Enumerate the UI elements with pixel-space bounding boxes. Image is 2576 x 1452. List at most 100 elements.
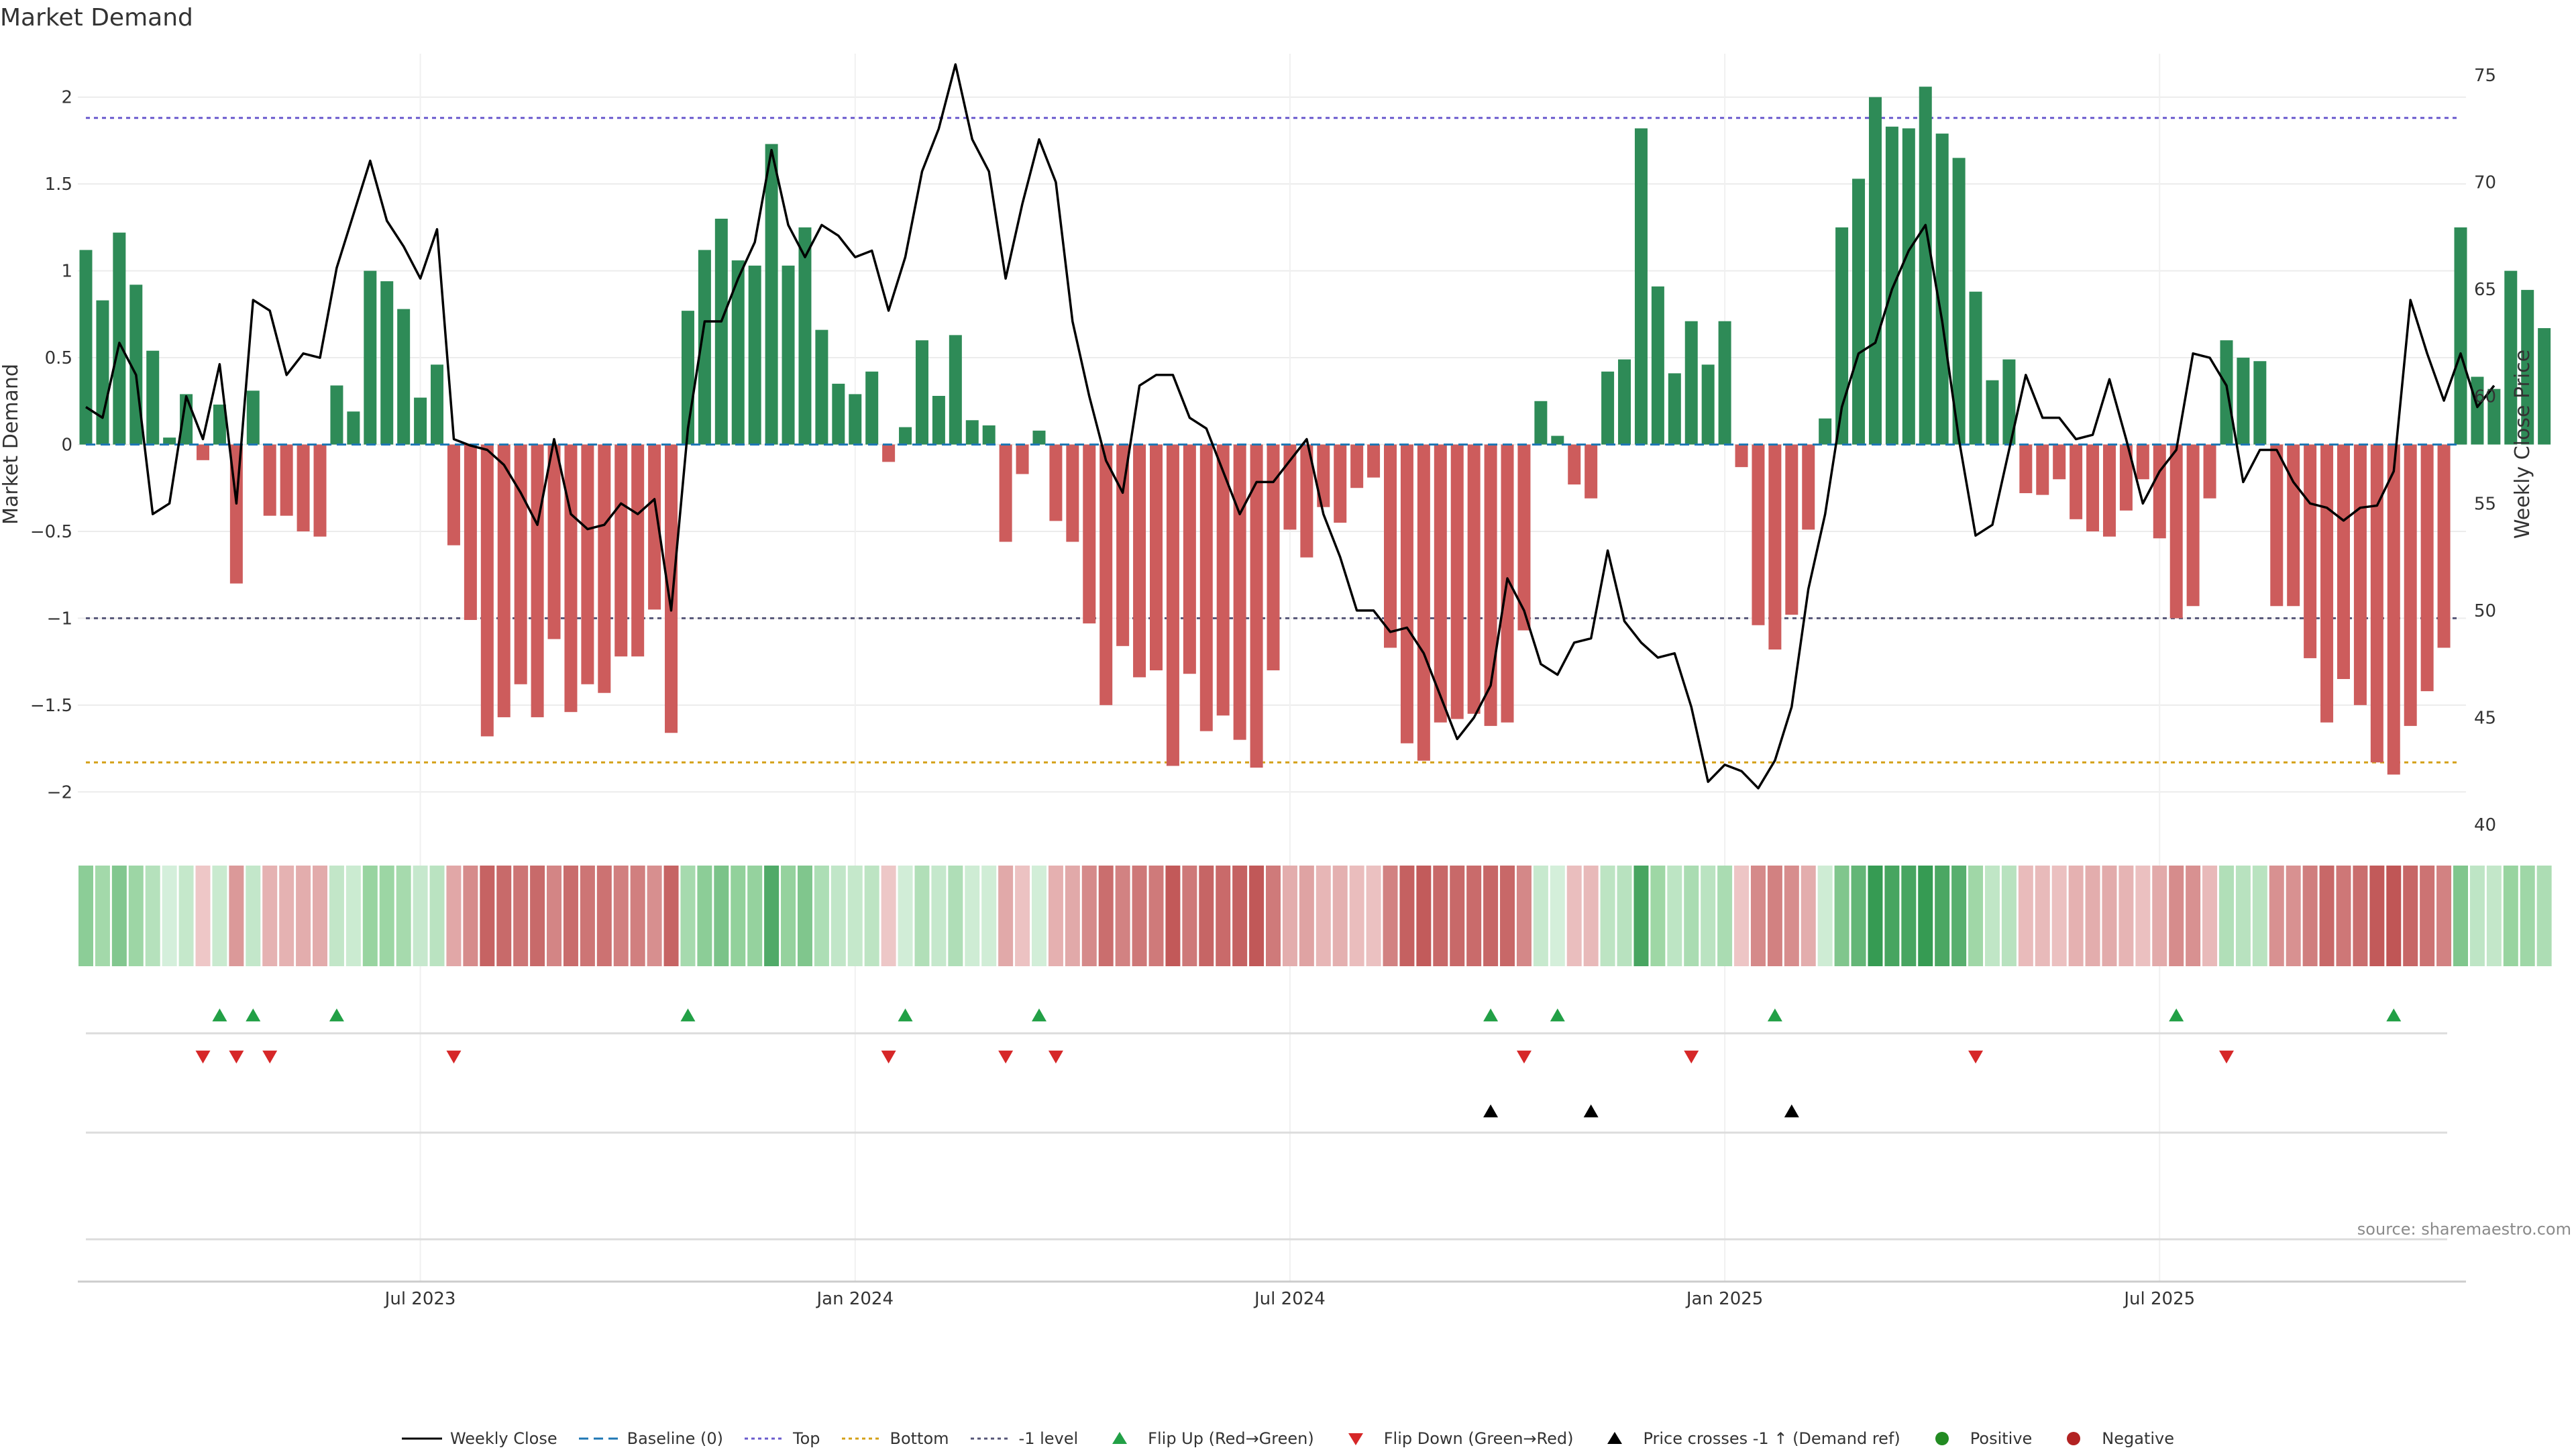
positive-demand-bar <box>2002 359 2016 445</box>
negative-demand-bar <box>480 444 494 737</box>
negative-demand-bar <box>2304 444 2317 658</box>
flip-up-marker <box>898 1008 913 1022</box>
positive-demand-bar <box>899 427 912 445</box>
negative-demand-bar <box>1384 444 1397 648</box>
legend-item-top: Top <box>745 1429 820 1448</box>
heat-cell <box>2336 866 2351 966</box>
heat-cell <box>2269 866 2284 966</box>
heat-cell <box>78 866 93 966</box>
heat-cell <box>95 866 110 966</box>
positive-demand-bar <box>1618 359 1631 445</box>
heat-cell <box>697 866 712 966</box>
y-right-tick-label: 55 <box>2474 494 2496 514</box>
heat-cell <box>1366 866 1381 966</box>
positive-demand-bar <box>347 411 360 445</box>
heat-cell <box>396 866 411 966</box>
legend-item-flip-up: Flip Up (Red→Green) <box>1099 1429 1314 1448</box>
heat-cell <box>2386 866 2402 966</box>
heat-cell <box>1566 866 1582 966</box>
heat-cell <box>178 866 194 966</box>
positive-demand-bar <box>748 265 761 445</box>
legend-label: Weekly Close <box>449 1429 557 1448</box>
flip-up-legend-swatch <box>1112 1432 1128 1444</box>
heat-cell <box>998 866 1014 966</box>
heat-cell <box>663 866 679 966</box>
legend-label: Top <box>793 1429 820 1448</box>
heat-cell <box>2186 866 2201 966</box>
x-tick-label: Jan 2024 <box>816 1289 894 1309</box>
negative-demand-bar <box>999 444 1012 542</box>
legend-label: Baseline (0) <box>627 1429 723 1448</box>
negative-demand-bar <box>1199 444 1213 731</box>
heat-cell <box>2118 866 2134 966</box>
heat-cell <box>1232 866 1248 966</box>
heat-cell <box>1834 866 1849 966</box>
positive-demand-bar <box>765 144 778 445</box>
heat-cell <box>229 866 244 966</box>
heat-cell <box>246 866 261 966</box>
negative-demand-bar <box>1434 444 1447 723</box>
negative-demand-bar <box>313 444 327 537</box>
negative-demand-bar <box>2019 444 2033 493</box>
positive-demand-bar <box>2521 290 2534 445</box>
heat-cell <box>965 866 980 966</box>
negative-demand-bar <box>497 444 511 717</box>
positive-demand-bar <box>731 260 745 445</box>
negative-demand-bar <box>2203 444 2216 499</box>
positive-demand-bar <box>213 404 226 445</box>
heat-cell <box>1165 866 1181 966</box>
negative-demand-bar <box>2086 444 2100 531</box>
positive-demand-bar <box>364 270 377 445</box>
negative-demand-bar <box>1334 444 1347 523</box>
heat-cell <box>1065 866 1080 966</box>
x-tick-label: Jan 2025 <box>1685 1289 1764 1309</box>
heat-cell <box>563 866 578 966</box>
heat-cell <box>1081 866 1097 966</box>
positive-demand-bar <box>1651 286 1664 445</box>
heat-cell <box>864 866 879 966</box>
heat-cell <box>2018 866 2033 966</box>
heat-cell <box>2286 866 2301 966</box>
negative-demand-bar <box>614 444 628 657</box>
heat-cell <box>1667 866 1682 966</box>
heat-cell <box>764 866 780 966</box>
positive-demand-bar <box>113 232 126 445</box>
heat-cell <box>1533 866 1548 966</box>
flip-down-marker <box>1516 1050 1532 1064</box>
heat-cell <box>379 866 394 966</box>
heat-cell <box>797 866 812 966</box>
heat-cell <box>1383 866 1398 966</box>
heat-cell <box>1182 866 1197 966</box>
heat-cell <box>1650 866 1666 966</box>
heat-cell <box>1633 866 1649 966</box>
y-left-tick-label: 2 <box>61 88 72 108</box>
flip-down-marker <box>1684 1050 1699 1064</box>
heat-cell <box>1500 866 1515 966</box>
flip-up-marker <box>1031 1008 1046 1022</box>
positive-demand-bar <box>1668 373 1681 445</box>
flip-up-marker <box>212 1008 227 1022</box>
negative-demand-bar <box>1568 444 1581 485</box>
flip-up-marker <box>2169 1008 2184 1022</box>
heat-cell <box>2035 866 2050 966</box>
legend-label: Flip Down (Green→Red) <box>1383 1429 1574 1448</box>
positive-demand-bar <box>1551 435 1564 445</box>
flip-down-marker <box>998 1050 1014 1064</box>
positive-demand-bar <box>915 340 928 445</box>
negative-demand-bar <box>1183 444 1196 674</box>
demand-heat-strip <box>78 866 2552 966</box>
heat-cell <box>262 866 278 966</box>
heat-cell <box>1316 866 1331 966</box>
price-cross-marker <box>1784 1104 1799 1118</box>
positive-demand-bar <box>849 394 862 445</box>
flip-down-marker <box>229 1050 244 1064</box>
heat-cell <box>496 866 512 966</box>
y-right-tick-label: 45 <box>2474 708 2496 728</box>
negative-demand-bar <box>1367 444 1381 478</box>
negative-demand-bar <box>1300 444 1313 558</box>
negative-demand-bar <box>648 444 661 610</box>
heat-cell <box>981 866 997 966</box>
negative-demand-bar <box>1585 444 1598 499</box>
negative-demand-bar <box>2353 444 2367 705</box>
